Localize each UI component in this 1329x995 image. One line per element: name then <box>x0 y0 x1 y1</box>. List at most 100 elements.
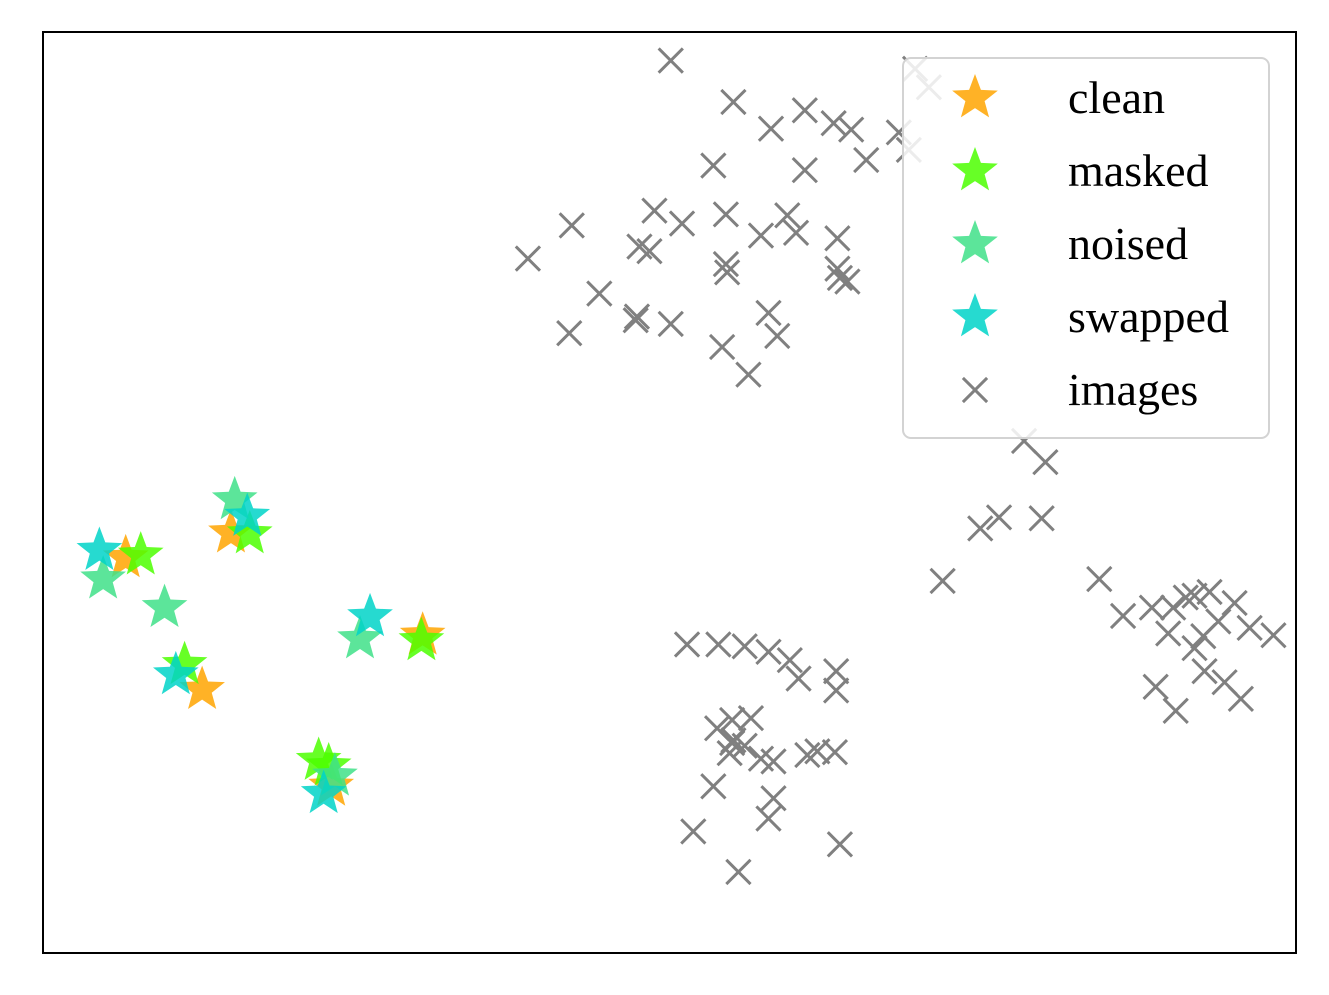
point-images <box>680 818 707 845</box>
series-noised <box>80 475 383 796</box>
legend-label-masked: masked <box>1068 145 1209 196</box>
point-images <box>821 739 849 766</box>
point-images <box>725 858 752 886</box>
point-images <box>1155 620 1182 647</box>
point-images <box>636 238 663 265</box>
point-noised <box>312 752 358 796</box>
series-masked <box>117 509 445 786</box>
point-images <box>586 280 613 307</box>
point-images <box>657 47 684 74</box>
point-images <box>623 303 651 330</box>
point-images <box>1028 505 1055 532</box>
point-images <box>824 255 851 282</box>
point-images <box>985 504 1013 531</box>
point-images <box>720 88 747 116</box>
point-swapped <box>224 492 271 536</box>
point-images <box>705 631 732 658</box>
point-swapped <box>300 769 347 814</box>
point-masked <box>398 616 445 661</box>
point-images <box>737 704 765 732</box>
points-layer <box>76 47 1287 886</box>
point-images <box>822 658 850 685</box>
legend-marker-clean <box>952 74 998 118</box>
legend-items: clean masked noised swapped images <box>952 72 1229 415</box>
point-images <box>1086 565 1113 593</box>
point-images <box>782 219 810 246</box>
point-images <box>657 310 684 338</box>
point-images <box>1109 602 1137 630</box>
point-images <box>1162 697 1189 724</box>
point-masked <box>117 531 164 575</box>
point-images <box>826 831 854 858</box>
series-swapped <box>76 492 393 814</box>
point-images <box>1205 608 1232 635</box>
point-images <box>641 197 668 224</box>
point-images <box>735 361 762 388</box>
point-clean <box>208 509 254 553</box>
point-images <box>712 250 740 278</box>
point-images <box>712 201 740 228</box>
point-images <box>731 732 758 759</box>
point-images <box>834 268 861 295</box>
legend-box <box>902 57 1270 439</box>
point-images <box>668 210 696 237</box>
legend-item-clean: clean <box>952 72 1165 123</box>
point-images <box>826 264 854 292</box>
point-noised <box>80 555 126 599</box>
point-images <box>760 785 787 812</box>
point-images <box>967 515 994 542</box>
point-images <box>1181 634 1208 662</box>
point-images <box>558 212 585 239</box>
legend-item-images: images <box>961 364 1198 415</box>
point-images <box>853 146 880 174</box>
point-images <box>1236 614 1263 642</box>
point-images <box>1138 594 1166 621</box>
legend-label-noised: noised <box>1068 218 1188 269</box>
point-images <box>757 115 785 142</box>
point-images <box>556 320 583 347</box>
legend-label-clean: clean <box>1068 72 1165 123</box>
point-noised <box>211 475 258 520</box>
point-images <box>1221 589 1248 617</box>
point-images <box>708 333 736 361</box>
point-images <box>755 299 782 327</box>
point-swapped <box>76 526 123 570</box>
legend-marker-masked <box>952 147 998 191</box>
point-images <box>794 741 821 769</box>
point-masked <box>161 640 208 685</box>
point-images <box>1032 448 1059 476</box>
legend-item-swapped: swapped <box>952 291 1229 342</box>
point-images <box>731 633 758 660</box>
point-images <box>716 739 743 767</box>
point-images <box>838 116 865 143</box>
point-masked <box>226 509 273 554</box>
point-images <box>1260 622 1287 649</box>
point-images <box>764 322 791 350</box>
point-clean <box>179 665 225 710</box>
legend-marker-noised <box>952 220 998 264</box>
point-images <box>1160 594 1187 621</box>
legend-label-images: images <box>1068 364 1198 415</box>
legend: clean masked noised swapped images <box>902 57 1270 439</box>
legend-marker-images <box>961 376 989 404</box>
point-images <box>755 805 782 832</box>
point-images <box>791 97 818 124</box>
point-swapped <box>152 650 199 695</box>
point-images <box>755 638 782 665</box>
legend-item-noised: noised <box>952 218 1188 269</box>
point-images <box>1142 673 1169 700</box>
point-images <box>776 646 803 674</box>
point-images <box>673 631 701 658</box>
point-images <box>1172 584 1199 611</box>
point-swapped <box>347 592 393 637</box>
point-images <box>824 225 851 252</box>
point-images <box>929 567 956 595</box>
point-images <box>1196 578 1223 606</box>
point-noised <box>337 614 383 659</box>
point-images <box>774 202 801 229</box>
point-images <box>700 152 727 179</box>
point-images <box>1227 685 1255 712</box>
point-clean <box>102 533 149 578</box>
